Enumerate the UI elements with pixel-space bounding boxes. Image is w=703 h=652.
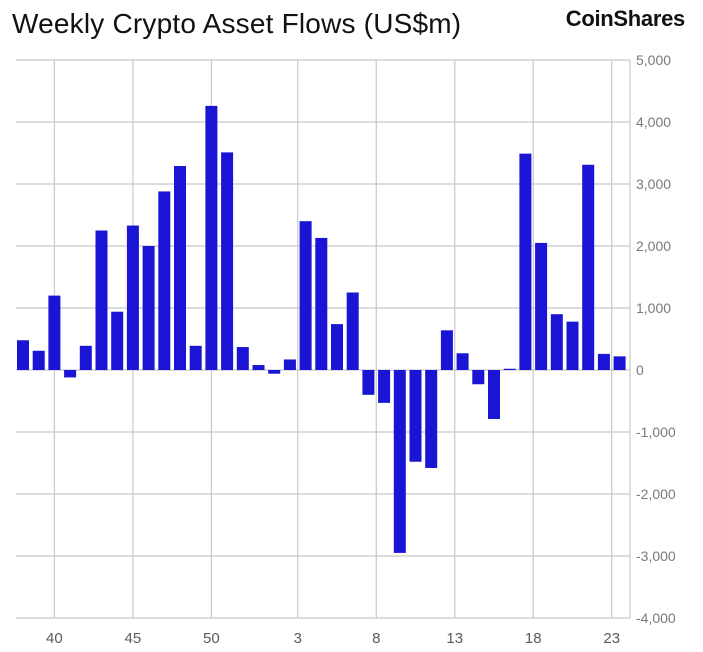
x-tick-label: 8 [372,630,380,647]
bar [268,370,281,374]
y-tick-label: -1,000 [636,424,676,440]
bar [236,347,249,370]
y-tick-label: 2,000 [636,238,671,254]
bar [48,295,61,370]
bar [221,152,234,370]
x-tick-label: 3 [294,630,302,647]
y-tick-label: 0 [636,362,644,378]
bar [205,105,218,370]
y-tick-label: 4,000 [636,114,671,130]
bar [566,321,579,370]
y-tick-label: 1,000 [636,300,671,316]
x-tick-label: 18 [525,630,542,647]
bar [472,370,485,385]
bar [174,166,186,370]
bar [346,292,359,370]
coinshares-logo: CoinShares [565,6,686,31]
chart-title: Weekly Crypto Asset Flows (US$m) [12,8,462,39]
bar [32,350,45,370]
bar [488,370,500,419]
bar-layer [17,105,626,553]
bar [378,370,391,403]
axis-layer: 5,000 4,000 3,000 2,000 1,000 0 -1,000 -2,000 -3… [46,52,676,647]
bar [425,370,438,468]
x-tick-label: 50 [203,630,220,647]
bar [126,225,139,370]
bar [315,237,328,370]
bar [582,164,595,370]
bar [64,370,77,378]
y-tick-label: -4,000 [636,610,676,626]
bar [535,242,548,370]
bar [331,324,343,370]
bar [550,314,563,370]
x-tick-label: 23 [603,630,620,647]
x-tick-label: 13 [446,630,463,647]
bar [142,246,155,370]
bar [17,340,29,370]
bar [409,370,422,462]
bar [111,311,124,370]
x-tick-label: 40 [46,630,63,647]
x-tick-label: 45 [125,630,142,647]
y-tick-label: 5,000 [636,52,671,68]
bar [79,345,92,370]
bar [613,356,626,370]
bar [597,353,610,370]
bar [503,368,516,370]
bar [95,230,108,370]
y-tick-label: -2,000 [636,486,676,502]
bar [283,359,296,370]
bar [456,353,469,370]
bar [158,191,171,370]
bar [519,153,532,370]
bar [440,330,453,370]
y-tick-label: 3,000 [636,176,671,192]
y-tick-label: -3,000 [636,548,676,564]
bar [299,221,312,370]
bar [393,370,406,553]
bar [362,370,375,395]
bar [252,365,265,370]
bar [189,345,202,370]
